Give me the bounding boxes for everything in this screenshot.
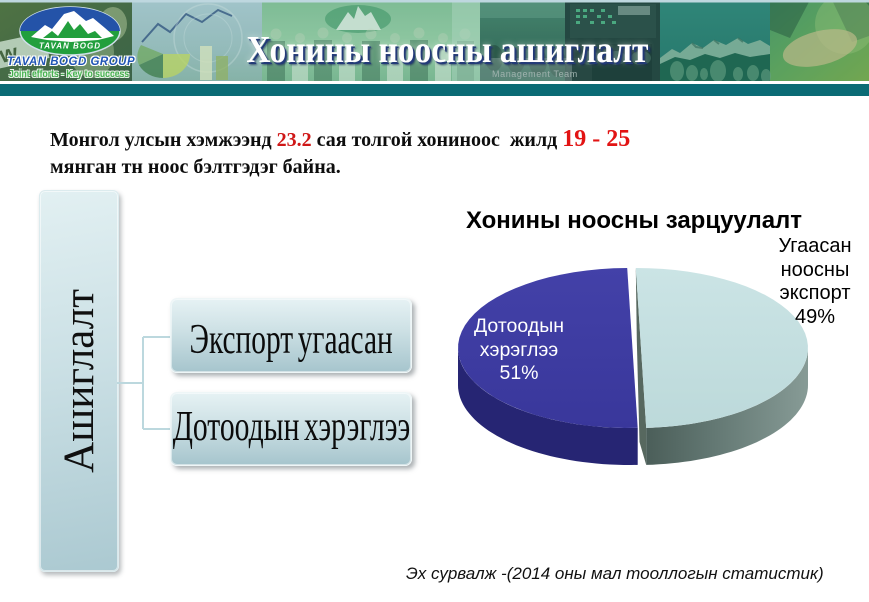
svg-text:TAVAN BOGD: TAVAN BOGD <box>39 42 101 51</box>
svg-text:ww: ww <box>0 39 20 72</box>
